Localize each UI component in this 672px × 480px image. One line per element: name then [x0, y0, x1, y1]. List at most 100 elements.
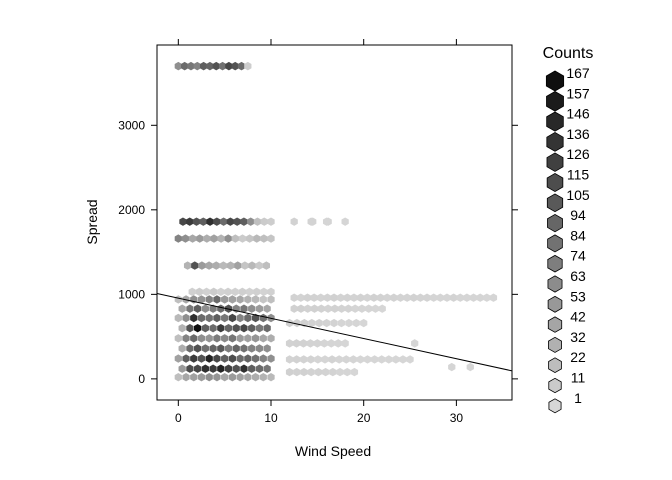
legend-label: 63 [570, 268, 586, 284]
hexbin-cell [174, 234, 182, 243]
hexbin-cell [221, 295, 229, 304]
hexbin-cell [213, 313, 221, 323]
hexbin-cell [337, 318, 346, 328]
hexbin-cell [224, 344, 233, 353]
hexbin-cell [232, 344, 240, 353]
hexbin-cell [321, 355, 329, 364]
y-tick-label: 2000 [118, 203, 145, 217]
hexbin-cell [267, 372, 275, 382]
hexbin-cell [267, 217, 275, 226]
x-tick-label: 30 [450, 411, 464, 425]
legend-label: 94 [570, 207, 586, 223]
hexbin-cell [240, 344, 248, 353]
hexbin-cell [205, 334, 213, 343]
hexbin-cell [234, 261, 242, 270]
hexbin-cell [406, 355, 414, 364]
hexbin-cell [228, 354, 237, 363]
hexbin-cell [217, 364, 225, 373]
hexbin-cell [328, 355, 336, 364]
hexbin-cell [187, 61, 195, 71]
legend-hex [547, 316, 563, 333]
hexbin-cell [190, 334, 198, 343]
hexbin-cell [300, 355, 308, 364]
hexbin-cell [449, 293, 458, 302]
hexbin-cell [260, 217, 268, 226]
hexbin-cell [178, 304, 186, 313]
hexbin-cell [201, 344, 209, 353]
legend-hex [548, 357, 562, 374]
hexbin-cell [182, 334, 190, 343]
hexbin-cell [205, 295, 213, 304]
hexbin-cell [240, 323, 248, 333]
hexbin-cell [193, 344, 202, 353]
legend-label: 11 [571, 370, 586, 386]
hexbin-cell [181, 234, 190, 243]
hexbin-cell [233, 217, 241, 226]
hexbin-cell [456, 293, 464, 302]
hexbin-cell [219, 261, 228, 270]
hexbin-cell [469, 293, 478, 302]
hexbin-cell [217, 304, 225, 313]
hexbin-cell [293, 367, 301, 377]
hexbin-cell [320, 339, 328, 348]
hexbin-cell [321, 367, 330, 377]
hexbin-cell [356, 293, 365, 302]
hexbin-cell [224, 323, 233, 333]
hexbin-cell [267, 354, 275, 363]
y-axis-label: Spread [84, 199, 100, 244]
hexbin-cell [285, 367, 294, 377]
x-tick-label: 0 [175, 411, 182, 425]
hexbin-cell [221, 354, 229, 363]
hexbin-cell [285, 318, 294, 328]
hexbin-cell [383, 293, 391, 302]
hexbin-cell [350, 367, 359, 377]
hexbin-cell [344, 304, 353, 313]
hexbin-cell [190, 372, 198, 382]
hexbin-cell [436, 293, 444, 302]
hexbin-cell [209, 364, 217, 373]
hexbin-cell [314, 355, 322, 364]
plot-frame [156, 44, 513, 401]
hexbin-cell [341, 339, 349, 348]
legend-label: 167 [566, 65, 590, 81]
hexbin-cell [213, 295, 221, 304]
hexbin-cell [174, 372, 182, 382]
hexbin-cell [260, 234, 268, 243]
hexbin-cell [226, 261, 235, 270]
hexbin-cell [191, 261, 199, 270]
legend-label: 126 [566, 146, 590, 162]
axes: 0 10 20 30 0 1000 2000 3000 [118, 39, 518, 425]
hexbin-cell [178, 323, 186, 333]
hexbin-cell [174, 313, 182, 323]
hexbin-cell [251, 334, 260, 343]
legend-hex [547, 275, 563, 293]
hexbin-cell [186, 217, 194, 226]
hexbin-cell [197, 334, 206, 343]
hexbin-cell [476, 293, 484, 302]
hexbin-cell [365, 304, 373, 313]
hexbin-cell [350, 293, 358, 302]
hexbin-cell [186, 364, 194, 373]
hexbin-cell [251, 313, 260, 323]
hexbin-cell [240, 304, 248, 313]
hexbin-cell [259, 372, 267, 382]
hexbin-cell [244, 372, 252, 382]
hexbin-cell [244, 295, 252, 304]
legend-label: 74 [570, 248, 586, 264]
hexbin-cell [213, 372, 221, 382]
hexbin-cell [213, 217, 221, 226]
legend-hex [545, 70, 565, 92]
hexbin-cell [231, 287, 239, 297]
hexbin-cell [349, 355, 357, 364]
legend-hex [546, 172, 564, 193]
hexbin-cell [253, 217, 262, 226]
hexbin-cell [244, 334, 252, 343]
hexbin-cell [224, 287, 232, 297]
hexbin-cell [390, 293, 398, 302]
hexbin-cell [293, 318, 301, 328]
hexbin-cell [314, 367, 323, 377]
hexbin-cell [217, 287, 225, 297]
hexbin-cell [300, 367, 308, 377]
